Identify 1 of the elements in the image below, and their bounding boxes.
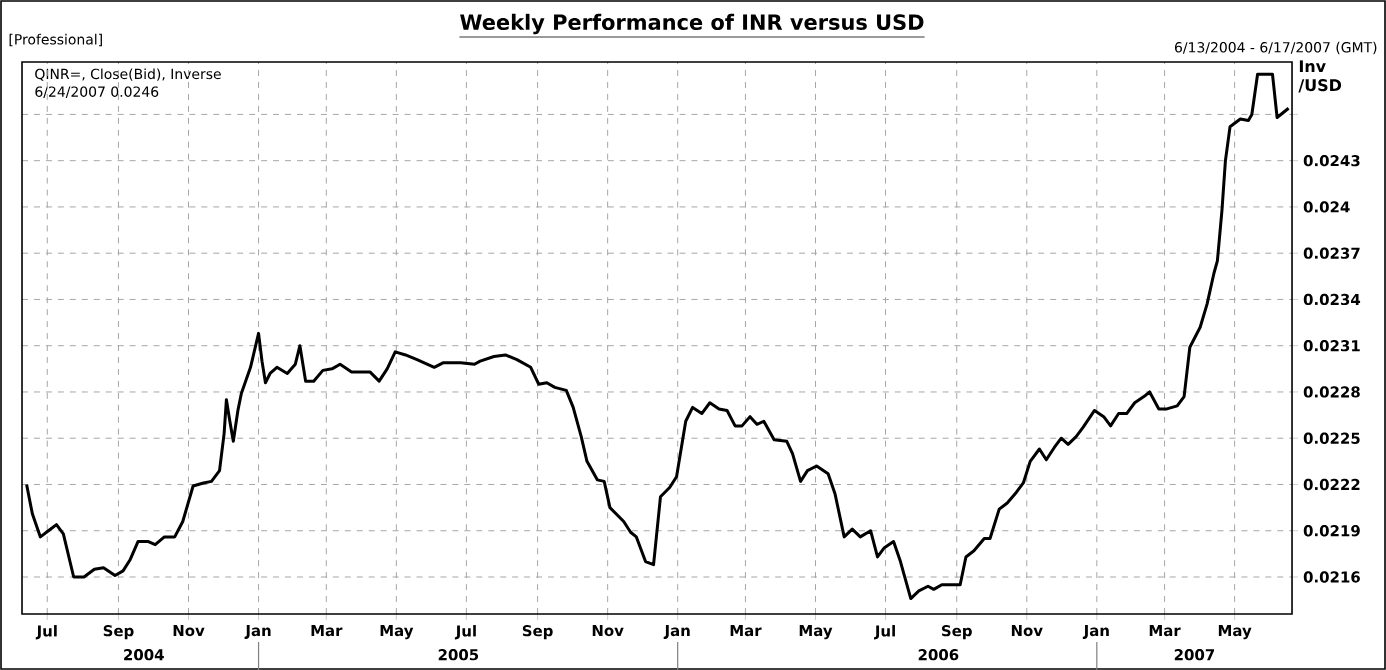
chart-title: Weekly Performance of INR versus USD: [460, 13, 924, 35]
